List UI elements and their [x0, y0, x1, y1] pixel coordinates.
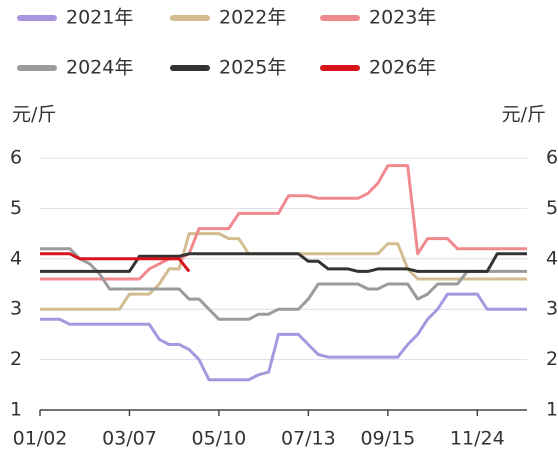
x-tick-label: 05/10: [192, 428, 247, 450]
x-tick-label: 01/02: [13, 428, 68, 450]
y-tick-label: 4: [10, 247, 22, 269]
series-line: [40, 252, 191, 273]
x-tick-label: 11/24: [450, 428, 505, 450]
y-tick-label: 3: [10, 298, 22, 320]
x-tick-label: 07/13: [281, 428, 336, 450]
legend-label: 2025年: [219, 57, 286, 79]
y2-tick-label: 5: [546, 197, 558, 219]
y2-tick-label: 2: [546, 348, 558, 370]
legend-label: 2021年: [66, 7, 133, 29]
series-line: [40, 247, 527, 321]
y2-axis-label: 元/斤: [502, 104, 546, 126]
y2-tick-label: 4: [546, 247, 558, 269]
y-tick-label: 2: [10, 348, 22, 370]
y2-tick-label: 3: [546, 298, 558, 320]
legend-label: 2022年: [219, 7, 286, 29]
y2-tick-label: 1: [546, 399, 558, 421]
x-tick-label: 03/07: [102, 428, 157, 450]
y-tick-label: 5: [10, 197, 22, 219]
series-line: [40, 252, 527, 273]
legend-label: 2024年: [66, 57, 133, 79]
legend-label: 2023年: [369, 7, 436, 29]
legend-label: 2026年: [369, 57, 436, 79]
series-line: [40, 164, 527, 281]
y2-tick-label: 6: [546, 147, 558, 169]
series-line: [40, 292, 527, 382]
y-tick-label: 1: [10, 399, 22, 421]
y-axis-label: 元/斤: [12, 104, 56, 126]
x-tick-label: 09/15: [360, 428, 415, 450]
y-tick-label: 6: [10, 147, 22, 169]
